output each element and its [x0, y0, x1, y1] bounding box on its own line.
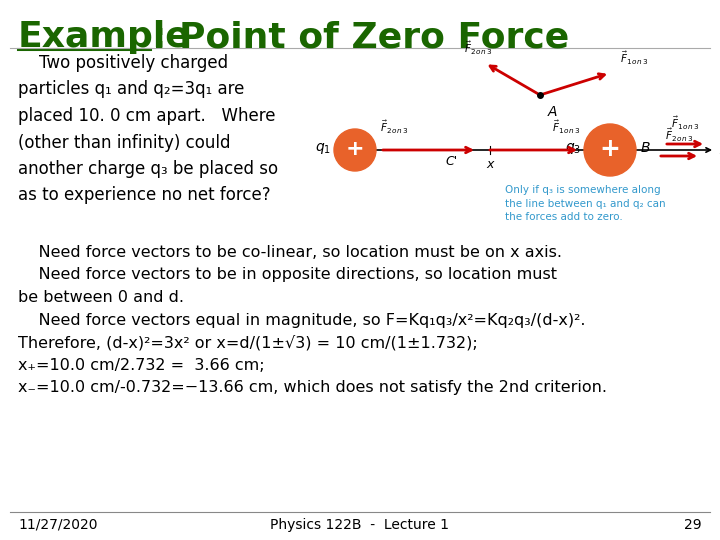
Text: 29: 29 — [685, 518, 702, 532]
Text: $\vec{F}_{1\,on\,3}$: $\vec{F}_{1\,on\,3}$ — [671, 114, 699, 132]
Text: +: + — [600, 137, 621, 161]
Text: x: x — [486, 158, 494, 171]
Text: particles q₁ and q₂=3q₁ are: particles q₁ and q₂=3q₁ are — [18, 80, 244, 98]
Text: Need force vectors to be in opposite directions, so location must: Need force vectors to be in opposite dir… — [18, 267, 557, 282]
Text: Example: Example — [18, 20, 191, 54]
Text: as to experience no net force?: as to experience no net force? — [18, 186, 271, 205]
Text: $\vec{F}_{1\,on\,3}$: $\vec{F}_{1\,on\,3}$ — [552, 119, 580, 136]
Text: : Point of Zero Force: : Point of Zero Force — [152, 20, 570, 54]
Text: $\vec{F}_{2\,on\,3}$: $\vec{F}_{2\,on\,3}$ — [464, 40, 492, 57]
Circle shape — [584, 124, 636, 176]
Text: $q_3$: $q_3$ — [564, 140, 581, 156]
Text: x₊=10.0 cm/2.732 =  3.66 cm;: x₊=10.0 cm/2.732 = 3.66 cm; — [18, 357, 265, 373]
Text: Physics 122B  -  Lecture 1: Physics 122B - Lecture 1 — [271, 518, 449, 532]
Text: A: A — [548, 105, 557, 119]
Text: x: x — [719, 144, 720, 157]
Text: d: d — [606, 158, 614, 171]
Text: placed 10. 0 cm apart.   Where: placed 10. 0 cm apart. Where — [18, 107, 276, 125]
Text: x₋=10.0 cm/-0.732=−13.66 cm, which does not satisfy the 2nd criterion.: x₋=10.0 cm/-0.732=−13.66 cm, which does … — [18, 380, 607, 395]
Text: $\vec{F}_{1\,on\,3}$: $\vec{F}_{1\,on\,3}$ — [620, 50, 648, 67]
Text: 0: 0 — [351, 158, 359, 171]
Text: Therefore, (d-x)²=3x² or x=d/(1±√3) = 10 cm/(1±1.732);: Therefore, (d-x)²=3x² or x=d/(1±√3) = 10… — [18, 335, 478, 350]
Text: Two positively charged: Two positively charged — [18, 54, 228, 72]
Text: Need force vectors to be co-linear, so location must be on x axis.: Need force vectors to be co-linear, so l… — [18, 245, 562, 260]
Text: (other than infinity) could: (other than infinity) could — [18, 133, 230, 152]
Text: Only if q₃ is somewhere along
the line between q₁ and q₂ can
the forces add to z: Only if q₃ is somewhere along the line b… — [505, 185, 665, 222]
Text: be between 0 and d.: be between 0 and d. — [18, 290, 184, 305]
Text: $\vec{F}_{2\,on\,3}$: $\vec{F}_{2\,on\,3}$ — [665, 127, 693, 144]
Text: another charge q₃ be placed so: another charge q₃ be placed so — [18, 160, 278, 178]
Text: $\vec{F}_{2\,on\,3}$: $\vec{F}_{2\,on\,3}$ — [380, 119, 408, 136]
Text: B: B — [641, 141, 650, 155]
Text: +: + — [346, 139, 364, 159]
Circle shape — [334, 129, 376, 171]
Text: C': C' — [446, 155, 458, 168]
Text: 11/27/2020: 11/27/2020 — [18, 518, 97, 532]
Text: Need force vectors equal in magnitude, so F=Kq₁q₃/x²=Kq₂q₃/(d-x)².: Need force vectors equal in magnitude, s… — [18, 313, 585, 327]
Text: $q_1$: $q_1$ — [315, 140, 331, 156]
